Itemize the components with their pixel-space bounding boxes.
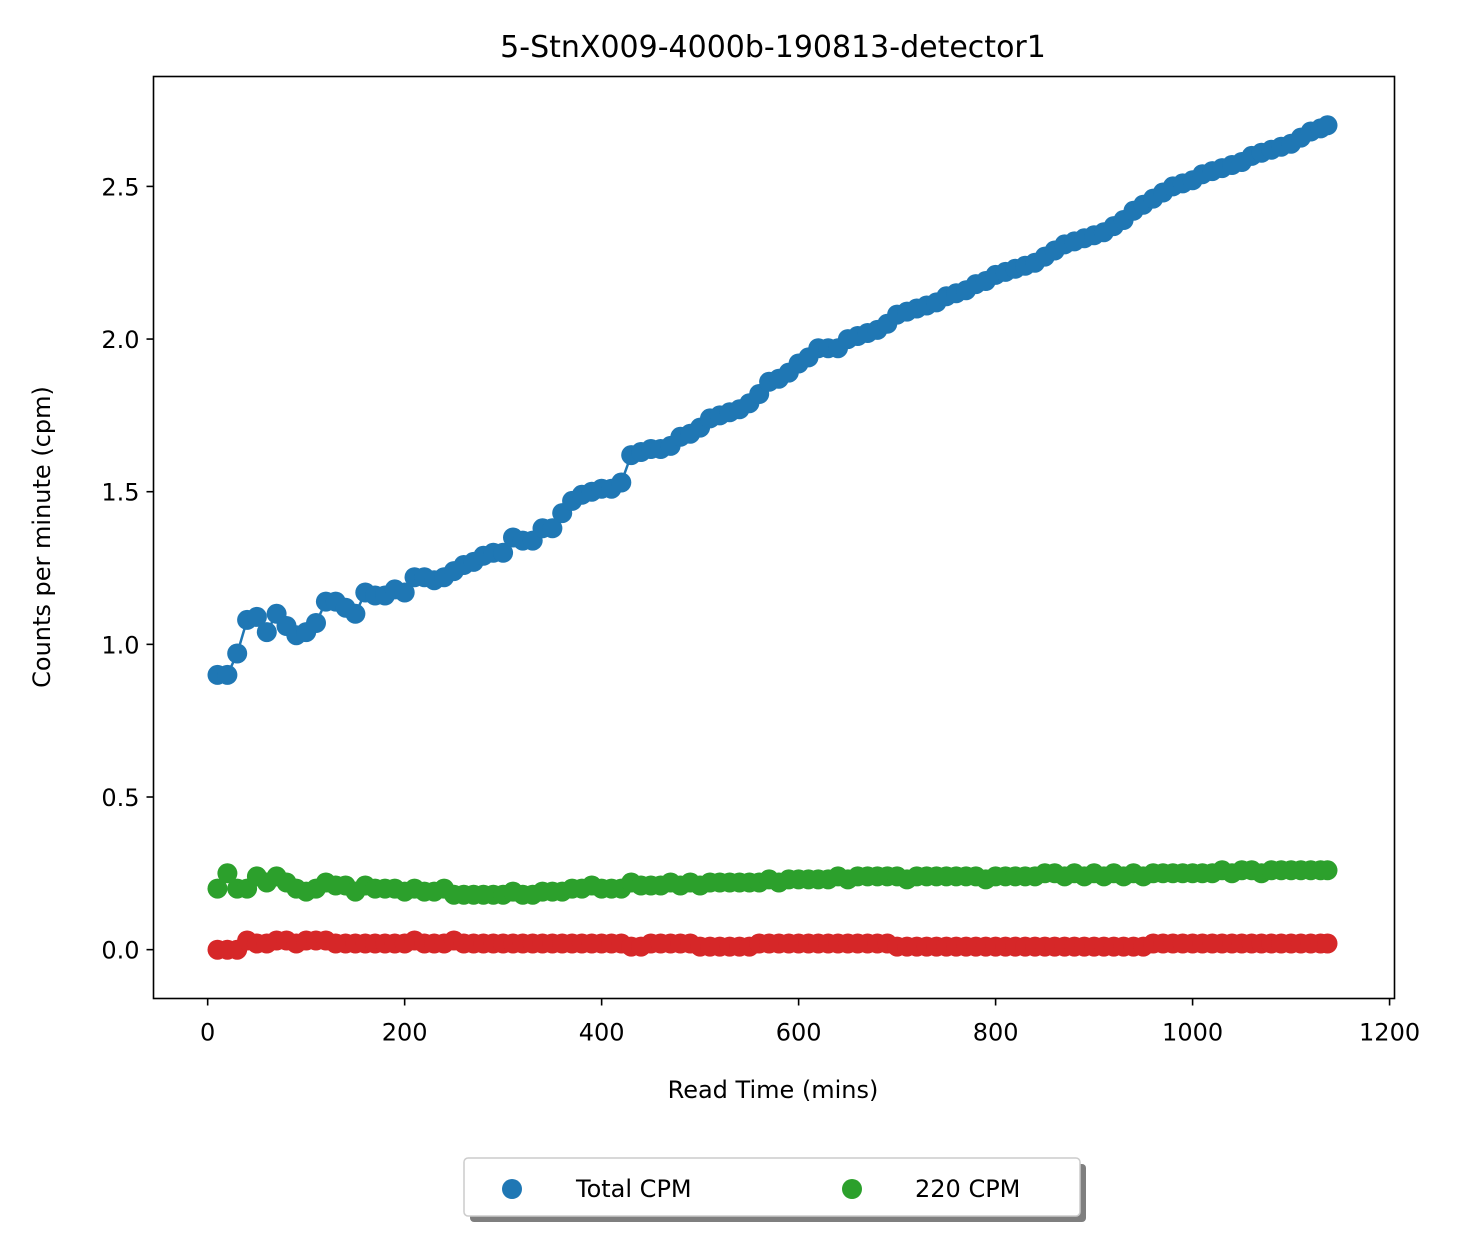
data-point-total-cpm bbox=[345, 603, 366, 624]
x-axis: 0 200 400 600 800 1000 1200 bbox=[200, 998, 1420, 1047]
x-axis-label: Read Time (mins) bbox=[668, 1076, 879, 1104]
y-tick-label: 2.5 bbox=[101, 173, 139, 201]
data-point-220-cpm bbox=[1317, 860, 1338, 881]
plot-border bbox=[152, 75, 1396, 1000]
x-tick-label: 1200 bbox=[1359, 1019, 1420, 1047]
data-point-total-cpm bbox=[306, 613, 326, 633]
y-tick-label: 0.0 bbox=[101, 937, 139, 965]
legend-box bbox=[463, 1157, 1081, 1217]
data-point-total-cpm bbox=[542, 518, 563, 539]
series-layer bbox=[207, 115, 1338, 960]
x-tick-label: 200 bbox=[382, 1019, 428, 1047]
data-point-220-cpm bbox=[207, 878, 228, 899]
y-tick-label: 1.0 bbox=[101, 631, 139, 659]
data-point-total-cpm bbox=[1317, 115, 1338, 136]
x-tick-label: 0 bbox=[200, 1019, 215, 1047]
data-point-total-cpm bbox=[394, 582, 415, 603]
y-axis: 0.0 0.5 1.0 1.5 2.0 2.5 bbox=[101, 173, 154, 965]
data-point-series-2 bbox=[1317, 933, 1338, 954]
data-point-220-cpm bbox=[217, 863, 238, 884]
y-tick-label: 0.5 bbox=[101, 784, 139, 812]
data-point-total-cpm bbox=[611, 472, 632, 493]
data-point-total-cpm bbox=[256, 622, 277, 643]
x-tick-label: 1000 bbox=[1162, 1019, 1223, 1047]
legend-marker-220-cpm bbox=[842, 1179, 862, 1199]
y-tick-label: 1.5 bbox=[101, 479, 139, 507]
legend-label-220-cpm: 220 CPM bbox=[915, 1175, 1020, 1203]
data-point-total-cpm bbox=[227, 643, 248, 664]
legend-marker-total-cpm bbox=[502, 1179, 522, 1199]
data-point-total-cpm bbox=[217, 664, 238, 685]
legend: Total CPM 220 CPM bbox=[463, 1157, 1086, 1222]
x-tick-label: 800 bbox=[973, 1019, 1019, 1047]
x-tick-label: 600 bbox=[776, 1019, 822, 1047]
x-tick-label: 400 bbox=[579, 1019, 625, 1047]
data-point-total-cpm bbox=[246, 606, 267, 627]
series-220-cpm bbox=[207, 860, 1338, 905]
series-series-2 bbox=[207, 930, 1338, 960]
data-point-total-cpm bbox=[493, 542, 514, 563]
y-tick-label: 2.0 bbox=[101, 326, 139, 354]
y-axis-label: Counts per minute (cpm) bbox=[28, 386, 56, 688]
series-total-cpm bbox=[207, 115, 1338, 685]
legend-label-total-cpm: Total CPM bbox=[575, 1175, 692, 1203]
plot-area bbox=[153, 76, 1395, 999]
chart-title: 5-StnX009-4000b-190813-detector1 bbox=[500, 30, 1046, 65]
